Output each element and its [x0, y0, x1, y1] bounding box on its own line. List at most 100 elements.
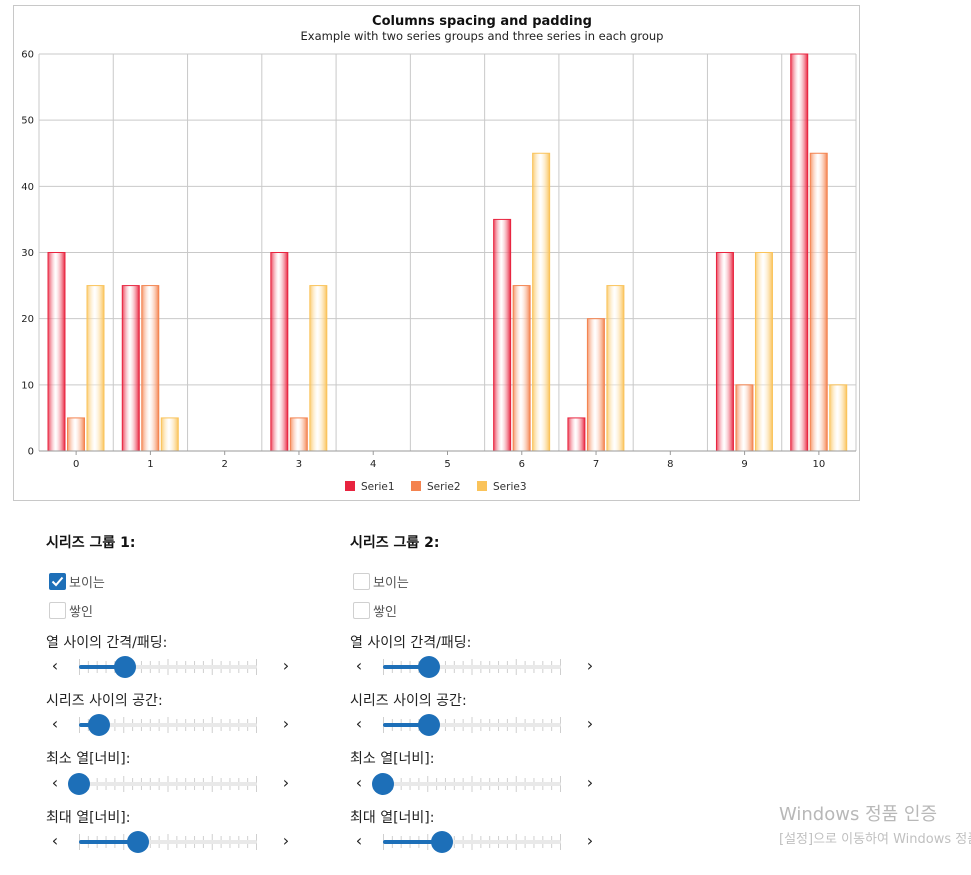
chevron-right-icon[interactable]: › [282, 714, 290, 733]
slider-fill [79, 840, 138, 844]
stacked-checkbox[interactable] [49, 601, 66, 619]
legend-label-serie2[interactable]: Serie2 [427, 481, 461, 493]
chevron-left-icon[interactable]: ‹ [51, 831, 59, 850]
slider-track-area[interactable] [79, 830, 257, 854]
bar-serie3-7[interactable] [606, 285, 625, 452]
min-width-slider[interactable]: ‹ › [350, 772, 600, 796]
slider-thumb[interactable] [418, 656, 441, 678]
bar-serie3-6[interactable] [532, 152, 551, 452]
chevron-right-icon[interactable]: › [586, 773, 594, 792]
series-gap-slider[interactable]: ‹ › [350, 713, 600, 737]
bar-serie3-9[interactable] [754, 252, 773, 452]
slider-track[interactable] [383, 840, 561, 844]
slider-thumb[interactable] [126, 831, 149, 853]
slider-track-area[interactable] [383, 713, 561, 737]
x-tick-label: 7 [593, 459, 599, 470]
slider-track[interactable] [383, 782, 561, 786]
stacked-checkbox-row[interactable]: 쌓인 [353, 600, 397, 620]
bar-serie2-1[interactable] [141, 285, 160, 452]
bar-serie1-10[interactable] [790, 53, 809, 452]
chevron-left-icon[interactable]: ‹ [355, 714, 363, 733]
chevron-left-icon[interactable]: ‹ [355, 656, 363, 675]
bar-serie2-6[interactable] [512, 285, 531, 452]
legend-swatch-serie3[interactable] [477, 481, 487, 491]
bar-serie3-3[interactable] [309, 285, 328, 452]
slider-track[interactable] [79, 665, 257, 669]
legend: Serie1 Serie2 Serie3 [345, 481, 527, 493]
x-tick-label: 9 [741, 459, 747, 470]
bar-serie1-0[interactable] [47, 252, 66, 452]
bar-serie2-10[interactable] [809, 152, 828, 452]
bar-serie3-0[interactable] [86, 285, 105, 452]
legend-label-serie3[interactable]: Serie3 [493, 481, 527, 493]
max-width-slider[interactable]: ‹ › [350, 830, 600, 854]
column-gap-slider[interactable]: ‹ › [350, 655, 600, 679]
bar-serie2-0[interactable] [67, 417, 85, 452]
bar-serie3-1[interactable] [160, 417, 179, 452]
slider-track[interactable] [383, 723, 561, 727]
visible-checkbox[interactable] [49, 572, 66, 590]
min-width-slider[interactable]: ‹ › [46, 772, 296, 796]
grid-lines [38, 53, 857, 452]
y-tick-label: 30 [21, 248, 34, 259]
y-tick-label: 40 [21, 182, 34, 193]
slider-track-area[interactable] [383, 655, 561, 679]
visible-checkbox[interactable] [353, 572, 370, 590]
group-title: 시리즈 그룹 1: [46, 535, 136, 551]
bar-serie2-7[interactable] [586, 318, 605, 452]
bar-serie1-1[interactable] [121, 285, 140, 452]
visible-checkbox-row[interactable]: 보이는 [49, 571, 105, 591]
axes: 0 10 20 30 40 50 60 0 1 2 3 4 5 6 7 8 9 10 [21, 50, 856, 470]
chevron-right-icon[interactable]: › [282, 656, 290, 675]
visible-checkbox-row[interactable]: 보이는 [353, 571, 409, 591]
slider-thumb[interactable] [430, 831, 453, 853]
slider-thumb[interactable] [418, 714, 441, 736]
slider-track-area[interactable] [68, 772, 257, 796]
y-tick-label: 10 [21, 380, 34, 391]
stacked-checkbox[interactable] [353, 601, 370, 619]
legend-swatch-serie1[interactable] [345, 481, 355, 491]
slider-track-area[interactable] [372, 772, 561, 796]
bar-serie1-7[interactable] [567, 417, 586, 452]
slider-track-area[interactable] [79, 655, 257, 679]
column-gap-slider[interactable]: ‹ › [46, 655, 296, 679]
slider-track[interactable] [79, 723, 257, 727]
slider-thumb[interactable] [87, 714, 110, 736]
slider-thumb[interactable] [68, 773, 90, 795]
series-gap-slider[interactable]: ‹ › [46, 713, 296, 737]
slider-thumb[interactable] [372, 773, 394, 795]
bar-serie3-10[interactable] [829, 384, 848, 452]
slider-track-area[interactable] [383, 830, 561, 854]
x-tick-label: 4 [370, 459, 376, 470]
bar-serie1-6[interactable] [493, 218, 512, 452]
chevron-right-icon[interactable]: › [586, 714, 594, 733]
chevron-right-icon[interactable]: › [282, 831, 290, 850]
bar-serie1-3[interactable] [270, 252, 289, 452]
chevron-left-icon[interactable]: ‹ [51, 773, 59, 792]
legend-label-serie1[interactable]: Serie1 [361, 481, 395, 493]
bar-serie2-9[interactable] [735, 384, 754, 452]
bars [47, 53, 848, 452]
chevron-right-icon[interactable]: › [282, 773, 290, 792]
y-tick-label: 60 [21, 50, 34, 61]
x-tick-label: 6 [519, 459, 525, 470]
chevron-left-icon[interactable]: ‹ [51, 714, 59, 733]
checkmark-icon [51, 576, 64, 586]
stacked-checkbox-row[interactable]: 쌓인 [49, 600, 93, 620]
slider-track-area[interactable] [79, 713, 257, 737]
slider-track[interactable] [79, 782, 257, 786]
legend-swatch-serie2[interactable] [411, 481, 421, 491]
slider-track[interactable] [383, 665, 561, 669]
max-width-slider[interactable]: ‹ › [46, 830, 296, 854]
chevron-right-icon[interactable]: › [586, 656, 594, 675]
chevron-left-icon[interactable]: ‹ [355, 773, 363, 792]
slider-thumb[interactable] [114, 656, 137, 678]
bar-serie2-3[interactable] [289, 417, 308, 452]
slider-fill [383, 723, 430, 727]
chevron-left-icon[interactable]: ‹ [51, 656, 59, 675]
slider-track[interactable] [79, 840, 257, 844]
chevron-right-icon[interactable]: › [586, 831, 594, 850]
chevron-left-icon[interactable]: ‹ [355, 831, 363, 850]
bar-serie1-9[interactable] [715, 252, 734, 452]
visible-label: 보이는 [69, 575, 105, 591]
